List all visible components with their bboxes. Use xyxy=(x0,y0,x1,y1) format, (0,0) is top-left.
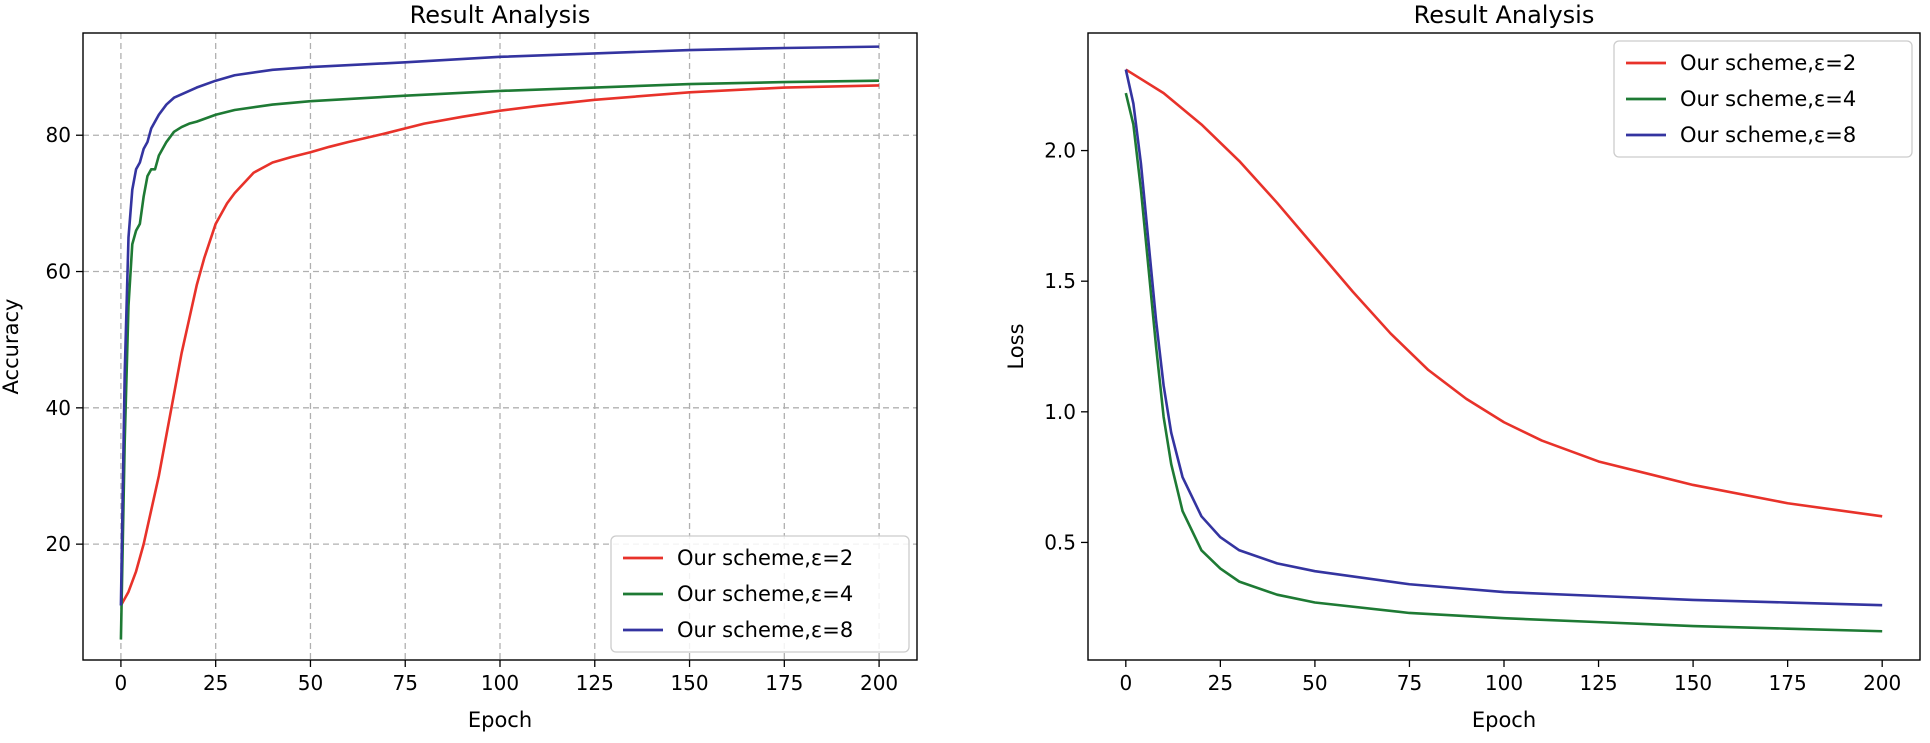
chart-1: 0 25 50 75 100 125 150 175 200 20 40 60 80 Result Ana… xyxy=(0,1,918,732)
x-tick-label: 100 xyxy=(481,671,519,695)
x-tick-label: 50 xyxy=(298,671,323,695)
legend: Our scheme,ε=2 Our scheme,ε=4 Our scheme,ε… xyxy=(610,535,910,653)
x-tick-label: 125 xyxy=(576,671,614,695)
legend-label-2: Our scheme,ε=4 xyxy=(1680,87,1856,111)
legend-label-2: Our scheme,ε=4 xyxy=(677,582,853,606)
y-tick-label: 2.0 xyxy=(1044,139,1076,163)
x-tick-label: 125 xyxy=(1579,671,1617,695)
x-tick-label: 150 xyxy=(670,671,708,695)
series-line-3 xyxy=(1124,69,1883,607)
x-tick-label: 50 xyxy=(1302,671,1327,695)
legend: Our scheme,ε=2 Our scheme,ε=4 Our scheme,ε… xyxy=(1613,40,1913,158)
chart-2: 0 25 50 75 100 125 150 175 200 0.5 1.0 1.5 2.0 Result… xyxy=(1004,1,1921,732)
x-tick-label: 175 xyxy=(1769,671,1807,695)
chart-title: Result Analysis xyxy=(1414,1,1595,29)
series-line-3 xyxy=(119,45,880,606)
legend-box xyxy=(1613,40,1913,158)
x-axis-label: Epoch xyxy=(468,708,532,732)
y-axis-label: Loss xyxy=(1004,323,1028,369)
x-tick-label: 25 xyxy=(1208,671,1233,695)
x-tick-label: 175 xyxy=(765,671,803,695)
x-axis-label: Epoch xyxy=(1472,708,1536,732)
legend-label-1: Our scheme,ε=2 xyxy=(1680,51,1856,75)
y-tick-label: 40 xyxy=(46,396,71,420)
x-tick-label: 25 xyxy=(203,671,228,695)
legend-label-3: Our scheme,ε=8 xyxy=(677,618,853,642)
y-axis-label: Accuracy xyxy=(0,299,23,395)
y-tick-label: 1.5 xyxy=(1044,269,1076,293)
series-line-1 xyxy=(119,84,880,607)
x-tick-label: 0 xyxy=(115,671,128,695)
x-tick-label: 100 xyxy=(1485,671,1523,695)
x-tick-label: 200 xyxy=(860,671,898,695)
series-line-2 xyxy=(1124,92,1883,633)
chart-title: Result Analysis xyxy=(410,1,591,29)
y-tick-label: 0.5 xyxy=(1044,530,1076,554)
series-line-2 xyxy=(119,79,880,640)
legend-label-1: Our scheme,ε=2 xyxy=(677,546,853,570)
x-tick-label: 200 xyxy=(1863,671,1901,695)
legend-box xyxy=(610,535,910,653)
x-tick-label: 75 xyxy=(393,671,418,695)
x-tick-label: 150 xyxy=(1674,671,1712,695)
y-tick-label: 20 xyxy=(46,532,71,556)
x-tick-label: 75 xyxy=(1397,671,1422,695)
y-tick-label: 60 xyxy=(46,260,71,284)
legend-label-3: Our scheme,ε=8 xyxy=(1680,123,1856,147)
series-line-1 xyxy=(1125,68,1883,518)
x-tick-label: 0 xyxy=(1119,671,1132,695)
y-tick-label: 80 xyxy=(46,123,71,147)
y-tick-label: 1.0 xyxy=(1044,400,1076,424)
